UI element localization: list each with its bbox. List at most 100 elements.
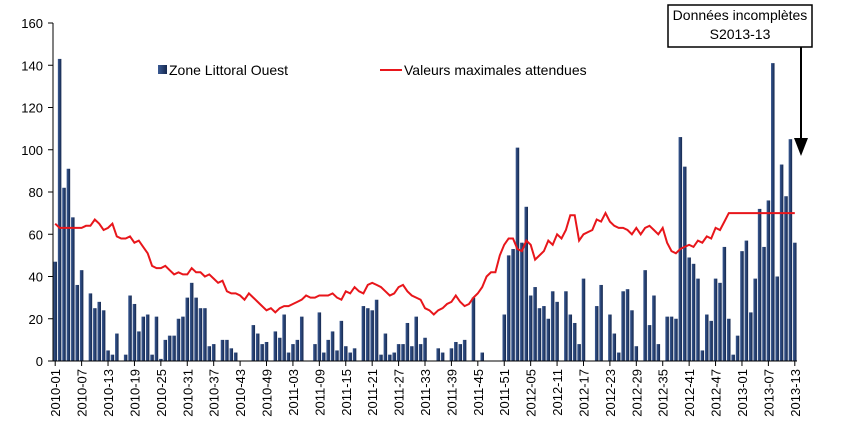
bar <box>537 308 542 361</box>
bar <box>757 208 762 361</box>
x-tick-label: 2010-25 <box>154 369 169 417</box>
bar <box>159 358 163 361</box>
bar <box>154 316 159 361</box>
bar <box>713 278 718 361</box>
x-tick-label: 2011-39 <box>444 369 459 416</box>
bar <box>784 196 788 361</box>
bar <box>110 354 115 361</box>
bar <box>66 168 71 361</box>
bar <box>273 331 278 361</box>
bar <box>656 344 661 361</box>
bar <box>75 284 79 361</box>
line <box>54 210 795 316</box>
bar <box>669 316 674 361</box>
bar <box>370 310 374 361</box>
bar <box>612 333 617 361</box>
x-tick-label: 2010-43 <box>233 369 248 417</box>
bar <box>255 333 260 361</box>
bar <box>722 246 727 361</box>
bar <box>317 312 322 361</box>
bar <box>167 335 172 361</box>
bar <box>630 310 634 361</box>
bar <box>700 350 705 361</box>
bar <box>462 339 467 361</box>
bar <box>405 322 410 361</box>
bar <box>753 278 757 361</box>
arrow-head <box>794 138 808 156</box>
bar <box>744 240 749 361</box>
y-tick-label: 0 <box>36 354 43 369</box>
bar <box>396 344 401 361</box>
bar <box>185 297 190 361</box>
bar <box>762 246 766 361</box>
bar <box>106 350 110 361</box>
x-tick-label: 2013-07 <box>761 369 776 417</box>
x-tick-label: 2011-15 <box>339 369 354 416</box>
x-tick-label: 2011-27 <box>392 369 407 416</box>
bar <box>189 282 194 361</box>
x-tick-label: 2010-07 <box>75 369 90 417</box>
bar <box>172 335 176 361</box>
bar <box>264 341 269 361</box>
bar <box>524 206 529 361</box>
bar <box>388 354 392 361</box>
bar <box>625 289 630 361</box>
x-tick-label: 2011-09 <box>312 369 327 416</box>
bar <box>766 200 771 361</box>
bar <box>339 320 344 361</box>
bar <box>53 261 57 361</box>
bar <box>211 344 216 361</box>
bar <box>181 316 185 361</box>
legend-label: Valeurs maximales attendues <box>404 62 587 78</box>
bar <box>594 306 599 361</box>
bar <box>145 314 150 361</box>
y-tick-label: 160 <box>21 16 43 31</box>
bar <box>506 255 511 361</box>
bar <box>286 352 291 361</box>
bar <box>771 63 775 361</box>
bar <box>194 297 198 361</box>
bar <box>731 354 735 361</box>
bar <box>295 339 300 361</box>
bar <box>502 314 507 361</box>
bar <box>220 339 225 361</box>
bar <box>480 352 484 361</box>
bar <box>101 310 106 361</box>
x-tick-label: 2010-31 <box>180 369 195 417</box>
bar <box>62 187 66 361</box>
bar <box>137 331 141 361</box>
bar <box>313 344 317 361</box>
bar <box>198 308 203 361</box>
bar <box>682 166 687 361</box>
bar <box>616 352 621 361</box>
bar <box>647 325 652 361</box>
bar <box>291 344 295 361</box>
bar <box>440 352 445 361</box>
bar <box>634 346 639 361</box>
bar <box>533 287 537 361</box>
bar <box>665 316 669 361</box>
bar <box>674 318 678 361</box>
y-tick-label: 20 <box>29 312 43 327</box>
x-tick-label: 2010-19 <box>127 369 142 417</box>
bar <box>418 344 423 361</box>
bar <box>621 291 625 361</box>
bar <box>326 339 330 361</box>
bar <box>71 217 75 361</box>
bar <box>203 308 207 361</box>
bar <box>277 337 282 361</box>
x-tick-label: 2011-21 <box>365 369 380 416</box>
bar <box>57 58 62 361</box>
bar <box>436 348 440 361</box>
x-tick-label: 2012-05 <box>524 369 539 417</box>
bar <box>550 291 555 361</box>
y-tick-label: 60 <box>29 227 43 242</box>
bar <box>643 270 647 361</box>
legend-label: Zone Littoral Ouest <box>169 62 288 78</box>
bar <box>97 301 101 361</box>
bar <box>696 278 700 361</box>
x-tick-label: 2010-49 <box>260 369 275 417</box>
x-tick-label: 2012-47 <box>709 369 724 417</box>
bar <box>383 333 388 361</box>
